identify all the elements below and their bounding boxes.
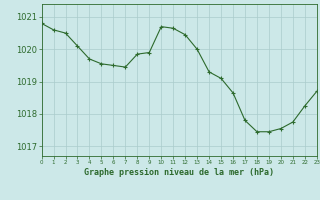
X-axis label: Graphe pression niveau de la mer (hPa): Graphe pression niveau de la mer (hPa)	[84, 168, 274, 177]
